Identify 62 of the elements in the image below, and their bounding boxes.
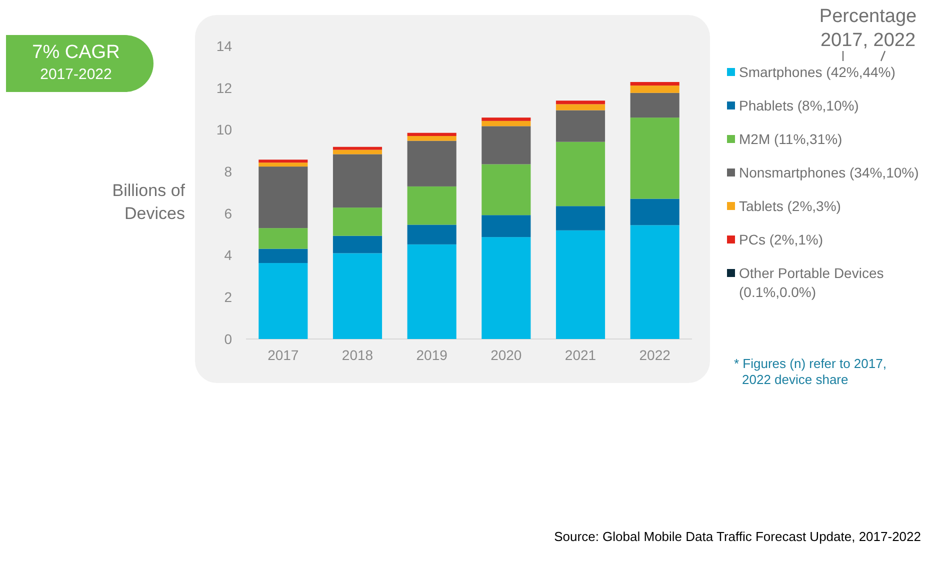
bar bbox=[407, 132, 456, 136]
y-tick-label: 10 bbox=[216, 122, 232, 138]
bar bbox=[258, 160, 308, 163]
legend-label: Nonsmartphones (34%,10%) bbox=[739, 164, 919, 180]
bar bbox=[258, 263, 308, 339]
legend-label: Smartphones (42%,44%) bbox=[739, 64, 896, 80]
bar bbox=[556, 100, 606, 104]
bar bbox=[407, 186, 456, 225]
legend-label: Tablets (2%,3%) bbox=[739, 198, 841, 214]
bar bbox=[332, 236, 382, 254]
x-tick-label: 2022 bbox=[639, 347, 671, 363]
bar bbox=[630, 118, 680, 199]
bar bbox=[407, 140, 456, 186]
x-tick-label: 2021 bbox=[564, 347, 596, 363]
bar bbox=[482, 164, 531, 216]
bar bbox=[630, 198, 680, 226]
bar bbox=[407, 136, 456, 141]
x-tick-label: 2017 bbox=[268, 347, 299, 363]
y-tick-label: 14 bbox=[216, 38, 232, 54]
bar bbox=[258, 248, 308, 264]
bar bbox=[482, 118, 531, 121]
bar bbox=[407, 244, 456, 339]
text: * Figures (n) refer to 2017, 2022 device share bbox=[734, 356, 886, 387]
y-tick-label: 2 bbox=[224, 289, 232, 306]
bar bbox=[258, 162, 308, 167]
x-tick-label: 2018 bbox=[342, 347, 374, 363]
bar bbox=[482, 237, 531, 339]
text: 7% CAGR 2017-2022 bbox=[32, 42, 120, 83]
bar bbox=[258, 166, 308, 228]
bar bbox=[630, 92, 680, 118]
x-tick-label: 2020 bbox=[490, 347, 522, 363]
bar bbox=[258, 228, 308, 249]
y-tick-label: 0 bbox=[224, 330, 232, 347]
y-tick-label: 4 bbox=[224, 247, 232, 264]
bar bbox=[556, 104, 606, 110]
bar bbox=[332, 208, 382, 236]
bar bbox=[407, 224, 456, 244]
bar bbox=[332, 154, 382, 208]
bar bbox=[482, 215, 531, 238]
bar bbox=[332, 146, 382, 150]
x-tick-label: 2019 bbox=[416, 347, 448, 363]
y-tick-label: 12 bbox=[216, 80, 232, 96]
bar bbox=[556, 206, 606, 230]
legend-title: Percentage 2017, 2022 bbox=[819, 6, 917, 51]
bar bbox=[630, 225, 680, 339]
bar bbox=[630, 82, 680, 86]
bar bbox=[556, 142, 606, 206]
y-tick-label: 8 bbox=[224, 163, 232, 180]
bar bbox=[630, 86, 680, 93]
bar bbox=[332, 253, 382, 339]
legend-label: PCs (2%,1%) bbox=[739, 232, 824, 248]
y-axis-title: Billions of Devices bbox=[112, 181, 186, 223]
source-note: Source: Global Mobile Data Traffic Forecast Update, 2017-2022 bbox=[554, 529, 921, 544]
bar bbox=[556, 230, 606, 339]
bar bbox=[482, 126, 531, 164]
bar bbox=[482, 120, 531, 126]
bar bbox=[556, 110, 606, 142]
y-tick-label: 6 bbox=[224, 205, 232, 222]
legend-label: M2M (11%,31%) bbox=[739, 131, 842, 147]
legend-label: Other Portable Devices (0.1%,0.0%) bbox=[739, 265, 884, 300]
legend-label: Phablets (8%,10%) bbox=[739, 98, 859, 114]
bar bbox=[332, 150, 382, 154]
